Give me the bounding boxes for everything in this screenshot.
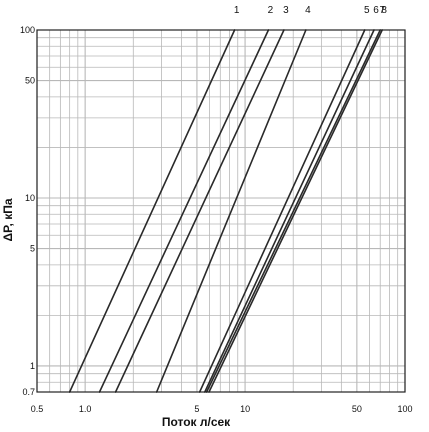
y-tick-label: 10: [25, 193, 35, 203]
series-label-3: 3: [283, 5, 289, 16]
x-tick-label: 5: [194, 404, 199, 414]
series-label-2: 2: [268, 5, 274, 16]
series-line-6: [203, 29, 375, 393]
series-lines: [68, 29, 383, 393]
y-tick-label: 1: [30, 361, 35, 371]
y-tick-label: 0.7: [22, 387, 35, 397]
series-line-8: [208, 29, 383, 393]
x-tick-label: 50: [352, 404, 362, 414]
series-line-1: [68, 29, 236, 393]
series-label-1: 1: [234, 5, 240, 16]
y-axis-label: ΔP, кПа: [1, 198, 15, 241]
series-label-4: 4: [305, 5, 311, 16]
y-tick-label: 50: [25, 76, 35, 86]
series-labels: 1 2 3 4 5 6 78: [234, 5, 388, 16]
plot-frame: [36, 29, 406, 393]
series-line-2: [98, 29, 270, 393]
y-tick-label: 5: [30, 244, 35, 254]
y-tick-label: 100: [20, 25, 35, 35]
series-label-8: 8: [381, 5, 387, 16]
series-label-6: 6: [373, 5, 379, 16]
series-line-7: [205, 29, 382, 393]
tick-labels: 0.5 1.0 5 10 50 100 0.7 1 5 10 50 100: [20, 25, 413, 414]
x-axis-label: Поток л/сек: [162, 415, 231, 429]
plot-border: [36, 29, 406, 393]
x-tick-label: 1.0: [79, 404, 92, 414]
x-tick-label: 0.5: [31, 404, 44, 414]
series-label-7: 7: [379, 5, 385, 16]
series-line-4: [155, 29, 307, 393]
series-label-5: 5: [364, 5, 370, 16]
series-line-5: [198, 29, 366, 393]
grid: [36, 29, 406, 393]
x-tick-label: 100: [397, 404, 412, 414]
series-line-3: [114, 29, 285, 393]
x-tick-label: 10: [240, 404, 250, 414]
